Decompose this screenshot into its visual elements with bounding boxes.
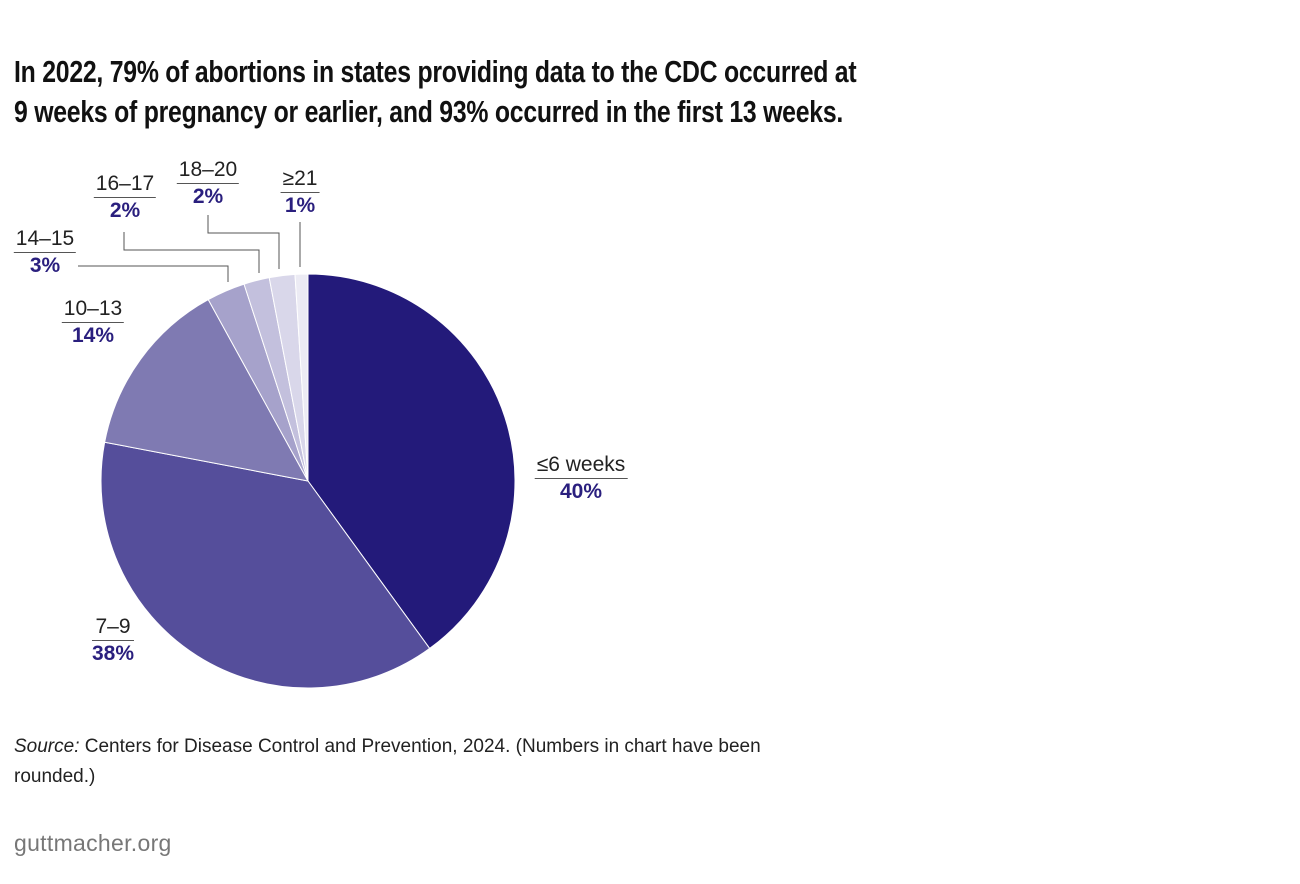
slice-label-21-plus: ≥21 1% — [280, 167, 320, 218]
pie-slice-1 — [100, 441, 431, 689]
data-label: 2% — [192, 185, 224, 208]
pie-slice-2 — [104, 298, 309, 482]
source-label: Source: — [14, 736, 80, 757]
category-label: 7–9 — [91, 615, 135, 641]
category-label: ≤6 weeks — [534, 453, 628, 479]
category-label: 16–17 — [93, 172, 157, 198]
pie-slice-0 — [307, 273, 516, 650]
category-label: 10–13 — [61, 297, 125, 323]
data-label: 2% — [109, 199, 141, 222]
data-label: 40% — [559, 480, 603, 503]
leader-line-18-20 — [207, 215, 280, 269]
slice-label-10-13: 10–13 14% — [61, 297, 125, 348]
slice-label-6-weeks: ≤6 weeks 40% — [534, 453, 628, 504]
category-label: 18–20 — [176, 158, 240, 184]
footer-url: guttmacher.org — [14, 830, 172, 856]
data-label: 38% — [91, 642, 135, 665]
title-line-2: 9 weeks of pregnancy or earlier, and 93%… — [14, 94, 844, 129]
slice-label-16-17: 16–17 2% — [93, 172, 157, 223]
source-text: Centers for Disease Control and Preventi… — [14, 736, 761, 787]
title-line-1: In 2022, 79% of abortions in states prov… — [14, 54, 857, 89]
slice-label-18-20: 18–20 2% — [176, 158, 240, 209]
data-label: 14% — [71, 324, 115, 347]
data-label: 3% — [29, 254, 61, 277]
slice-label-14-15: 14–15 3% — [13, 227, 77, 278]
chart-title: In 2022, 79% of abortions in states prov… — [14, 52, 857, 132]
category-label: 14–15 — [13, 227, 77, 253]
data-label: 1% — [284, 194, 316, 217]
leader-line-14-15 — [78, 265, 229, 282]
category-label: ≥21 — [280, 167, 320, 193]
slice-label-7-9: 7–9 38% — [91, 615, 135, 666]
leader-line-16-17 — [123, 232, 260, 273]
source-note: Source: Centers for Disease Control and … — [14, 732, 774, 792]
pie-slice-6 — [294, 273, 309, 482]
